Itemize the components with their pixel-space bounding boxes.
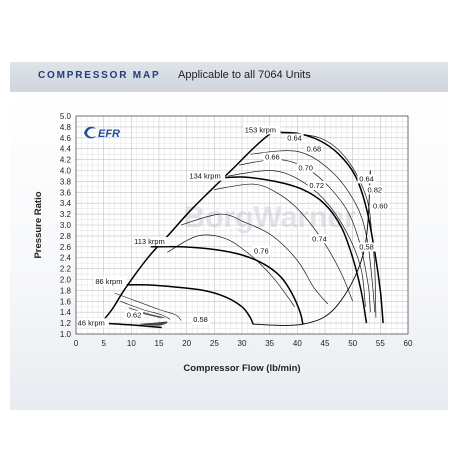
efficiency-label: 0.72	[309, 181, 324, 190]
y-tick-label: 5.0	[60, 112, 72, 121]
y-tick-label: 4.0	[60, 167, 72, 176]
efficiency-label: 0.60	[373, 202, 388, 211]
speed-label: 86 krpm	[95, 277, 122, 286]
efficiency-contour	[250, 150, 376, 313]
efficiency-label-bg	[263, 152, 282, 162]
efficiency-contour	[275, 131, 377, 318]
efficiency-label-bg	[296, 163, 315, 173]
y-tick-label: 3.2	[60, 210, 72, 219]
page-subtitle: Applicable to all 7064 Units	[178, 69, 311, 81]
x-tick-label: 15	[155, 339, 164, 348]
efficiency-contour	[228, 170, 366, 307]
x-tick-label: 50	[348, 339, 357, 348]
plot-border	[75, 115, 409, 335]
y-tick-label: 3.6	[60, 188, 72, 197]
efficiency-contour-low	[114, 292, 182, 321]
efficiency-label: 0.58	[193, 315, 208, 324]
efficiency-label-bg	[310, 234, 329, 244]
speed-label-bg	[133, 237, 170, 247]
speed-label-bg	[243, 125, 281, 135]
swirl-icon	[84, 126, 96, 139]
efficiency-label-bg	[365, 185, 384, 195]
y-tick-label: 4.6	[60, 134, 72, 143]
efficiency-label: 0.74	[312, 234, 327, 243]
speed-line	[117, 284, 254, 325]
efficiency-contour	[167, 234, 295, 308]
efficiency-label-bg	[304, 144, 323, 154]
y-tick-label: 1.4	[60, 308, 72, 317]
x-tick-label: 55	[376, 339, 385, 348]
x-tick-label: 30	[238, 339, 247, 348]
efficiency-label: 0.70	[298, 164, 313, 173]
x-tick-label: 20	[182, 339, 191, 348]
x-tick-label: 35	[265, 339, 274, 348]
surge-line	[100, 129, 281, 324]
efficiency-contour-low	[120, 301, 171, 320]
y-tick-label: 3.0	[60, 221, 72, 230]
logo-text: EFR	[98, 128, 120, 140]
x-tick-label: 40	[293, 339, 302, 348]
efficiency-contour-low	[128, 307, 165, 318]
efr-logo: EFR	[84, 126, 120, 140]
efficiency-cluster	[139, 321, 168, 326]
efficiency-label-bg	[371, 201, 390, 211]
x-axis-title: Compressor Flow (lb/min)	[183, 363, 300, 374]
y-tick-label: 4.4	[60, 145, 72, 154]
y-tick-label: 2.6	[60, 243, 72, 252]
speed-label-bg	[94, 276, 127, 286]
y-tick-label: 4.2	[60, 156, 72, 165]
y-tick-label: 1.8	[60, 286, 72, 295]
speed-label: 134 krpm	[189, 172, 220, 181]
efficiency-label: 0.66	[265, 153, 280, 162]
y-tick-label: 1.6	[60, 297, 72, 306]
efficiency-label: 0.82	[367, 185, 382, 194]
speed-line	[150, 245, 304, 325]
x-tick-label: 45	[321, 339, 330, 348]
efficiency-contour	[181, 213, 329, 305]
speed-line	[208, 176, 368, 324]
speed-label: 113 krpm	[134, 237, 165, 246]
efficiency-label-bg	[357, 174, 376, 184]
speed-label-bg	[188, 171, 226, 181]
efficiency-label: 0.68	[307, 144, 322, 153]
efficiency-label-bg	[285, 133, 304, 143]
speed-label-bg	[76, 318, 109, 328]
y-tick-label: 3.8	[60, 177, 72, 186]
choke-line	[253, 170, 371, 326]
efficiency-label-bg	[191, 315, 210, 325]
x-tick-label: 0	[74, 339, 79, 348]
y-axis-title: Pressure Ratio	[33, 191, 44, 258]
efficiency-label-bg	[252, 246, 271, 256]
speed-label: 46 krpm	[78, 318, 105, 327]
speed-line	[100, 322, 162, 329]
speed-line	[272, 131, 384, 324]
y-tick-label: 2.8	[60, 232, 72, 241]
y-tick-label: 3.4	[60, 199, 72, 208]
x-tick-label: 25	[210, 339, 219, 348]
efficiency-label: 0.76	[254, 246, 269, 255]
y-tick-label: 2.4	[60, 254, 72, 263]
efficiency-label: 0.64	[359, 174, 374, 183]
efficiency-contour	[214, 183, 354, 302]
y-tick-label: 1.0	[60, 330, 72, 339]
page-title: COMPRESSOR MAP	[38, 70, 161, 81]
efficiency-label: 0.58	[359, 243, 374, 252]
efficiency-label: 0.62	[127, 311, 142, 320]
x-tick-label: 5	[101, 339, 106, 348]
x-tick-label: 10	[127, 339, 136, 348]
y-tick-label: 4.8	[60, 123, 72, 132]
efficiency-label-bg	[307, 180, 326, 190]
efficiency-label-bg	[125, 310, 144, 320]
x-tick-label: 60	[404, 339, 413, 348]
y-tick-label: 2.2	[60, 265, 72, 274]
y-tick-label: 1.2	[60, 319, 72, 328]
y-tick-label: 2.0	[60, 276, 72, 285]
speed-label: 153 krpm	[245, 125, 276, 134]
efficiency-label-bg	[357, 242, 376, 252]
efficiency-label: 0.64	[287, 134, 302, 143]
